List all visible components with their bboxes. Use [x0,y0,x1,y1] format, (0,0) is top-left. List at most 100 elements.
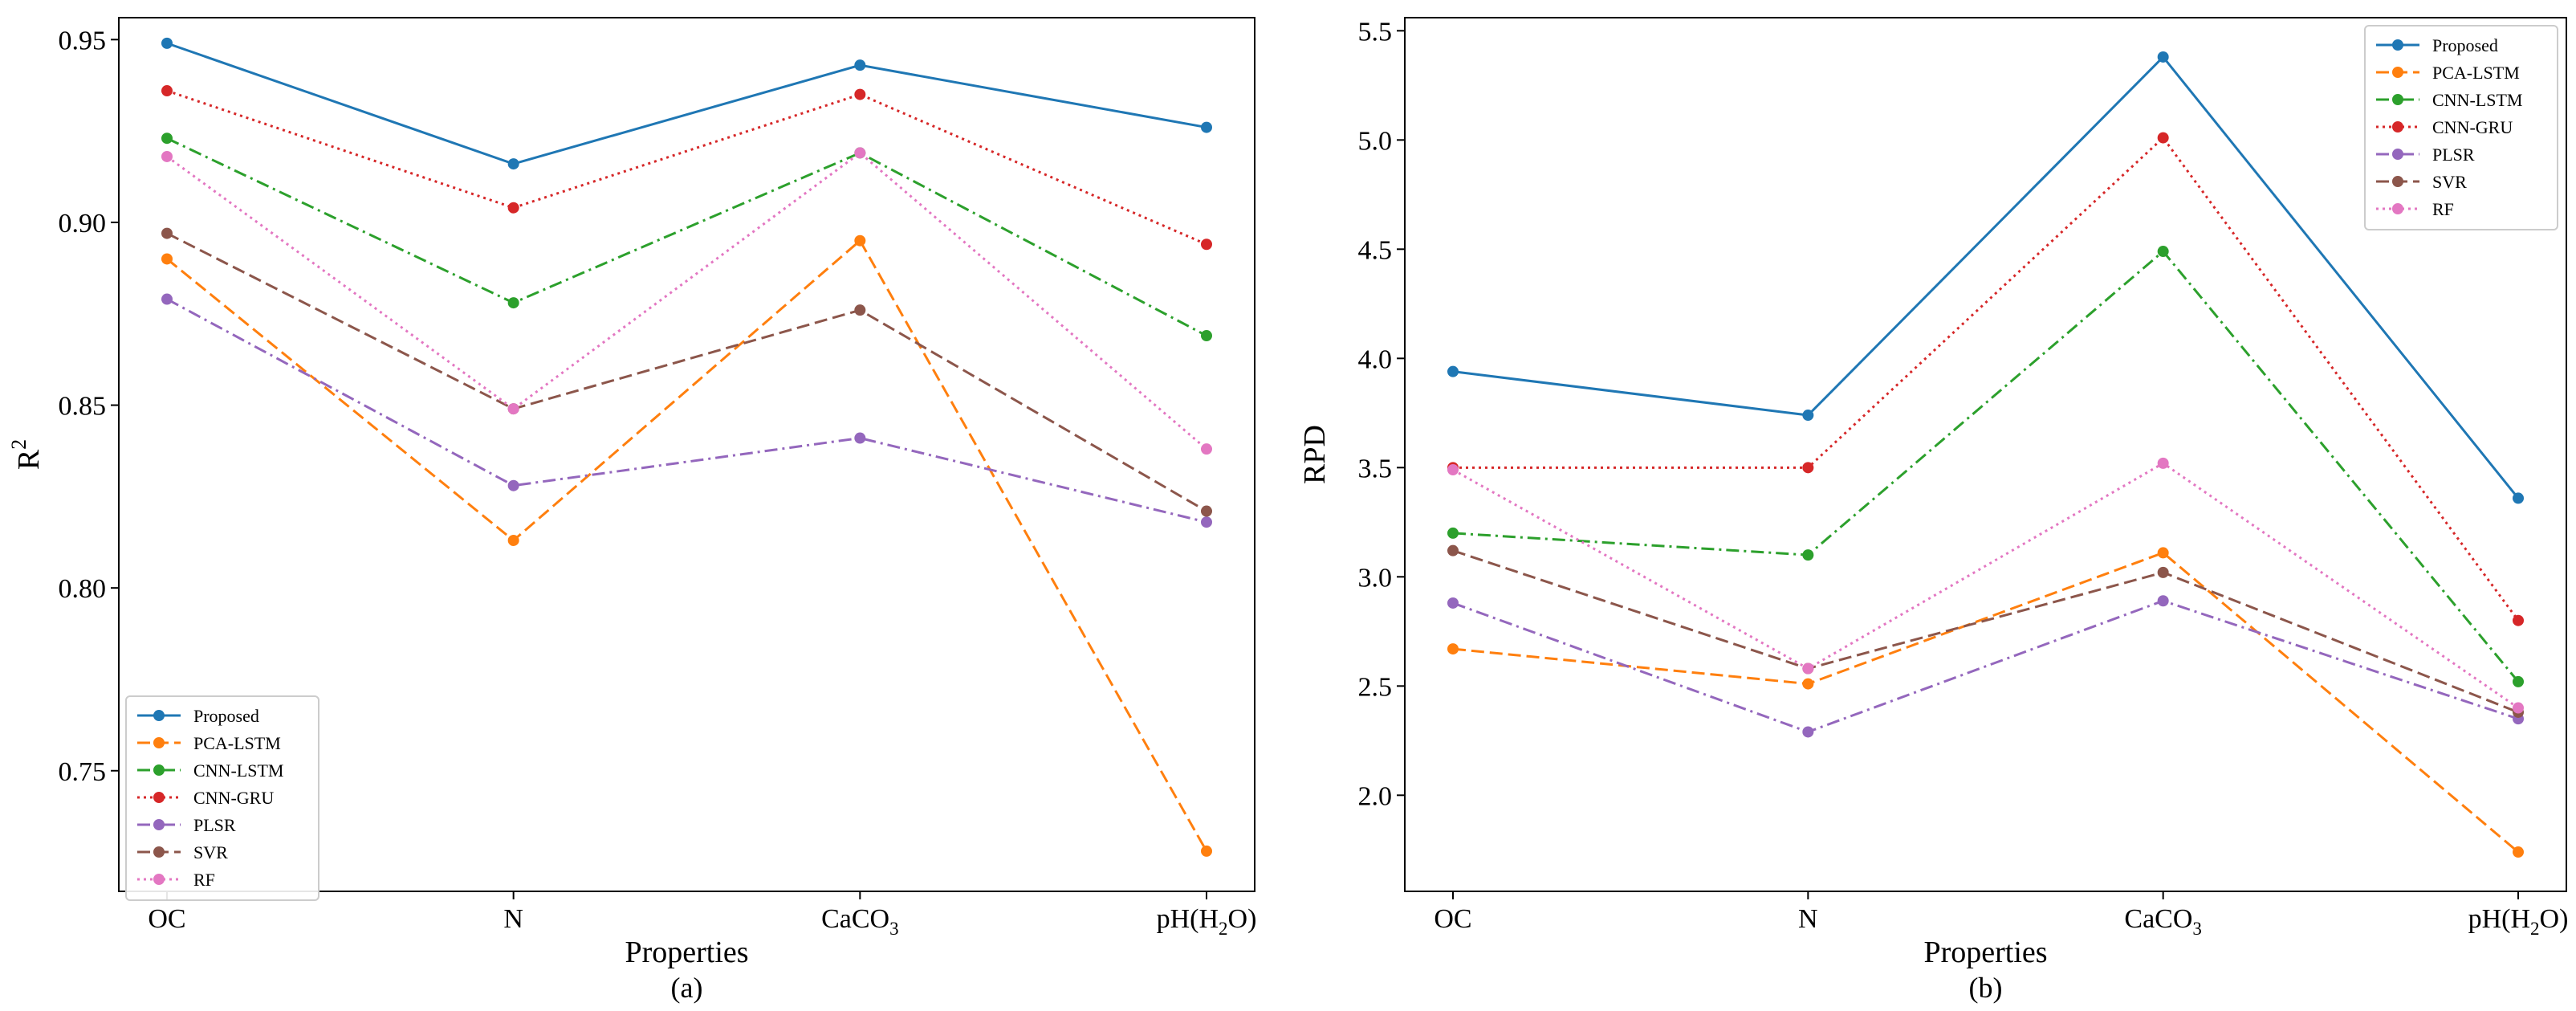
series-line [1452,462,2519,709]
data-point [161,37,173,49]
y-axis-label: R2 [7,439,46,470]
x-tick-label-base: CaCO [2124,904,2192,934]
data-point [2157,547,2169,559]
data-point [854,88,866,100]
panel-label: (a) [671,972,703,1004]
series-line [166,151,1207,450]
plot-frame [1404,17,2567,892]
plot-frame [118,17,1255,892]
series-line [1453,136,2520,622]
legend-label: RF [193,870,215,890]
x-tick-label-base: OC [148,904,185,934]
series-line [166,238,1208,852]
x-tick-label: N [503,904,523,934]
data-point [161,227,173,239]
y-axis-label-base: RPD [1298,425,1332,484]
series-rf [161,147,1212,455]
legend-marker [2392,121,2403,132]
y-axis-label-base: R [12,449,46,470]
legend-label: RF [2432,199,2454,219]
series-line [166,137,1207,337]
y-tick-label: 4.0 [1358,344,1393,374]
legend-marker [2392,39,2403,51]
x-tick-label-tail: O) [2540,904,2569,934]
data-point [2157,51,2169,63]
data-point [1802,678,1814,690]
legend-marker [2392,94,2403,105]
legend-label: CNN-LSTM [193,760,283,781]
data-point [507,158,519,170]
series-line [166,298,1207,524]
data-point [507,403,519,415]
data-point [2157,566,2169,578]
x-tick-label-sub: 2 [1219,919,1228,939]
data-point [2157,595,2169,607]
legend-marker [2392,67,2403,78]
data-point [2157,132,2169,144]
legend-marker [153,792,165,803]
x-tick-label-tail: O) [1228,904,1257,934]
data-point [161,85,173,97]
data-point [1802,662,1814,675]
series-line [166,89,1207,246]
series-pca-lstm [1447,547,2524,858]
data-point [1447,597,1459,609]
series-svr [1447,544,2524,718]
y-tick-label: 3.5 [1358,454,1393,483]
x-tick-label-sub: 3 [889,919,899,939]
legend-label: PLSR [193,815,236,835]
legend-label: PLSR [2432,145,2475,165]
series-proposed [1447,51,2524,504]
series-line [166,42,1207,165]
legend-marker [2392,149,2403,160]
data-point [1201,330,1212,342]
legend-label: CNN-GRU [193,788,274,808]
x-tick-label: CaCO3 [821,904,899,939]
legend-marker [2392,203,2403,214]
y-tick-label: 0.85 [59,392,107,422]
y-tick-label: 3.0 [1358,563,1393,593]
data-point [507,479,519,491]
series-cnn-lstm [1447,246,2524,687]
data-point [2157,457,2169,469]
x-tick-label-base: CaCO [821,904,889,934]
legend-marker [153,874,165,885]
data-point [161,253,173,265]
x-tick-label: pH(H2O) [1157,904,1257,939]
data-point [2513,492,2524,504]
legend-label: SVR [2432,172,2467,192]
legend-label: CNN-LSTM [2432,90,2522,110]
legend-label: CNN-GRU [2432,117,2513,137]
data-point [854,147,866,159]
legend-label: SVR [193,842,228,862]
x-tick-label-sub: 3 [2192,919,2202,939]
x-tick-label-base: pH(H [1157,904,1219,934]
x-tick-label: CaCO3 [2124,904,2202,939]
data-point [507,297,519,309]
data-point [854,59,866,71]
data-point [1201,121,1212,133]
data-point [2513,846,2524,858]
data-point [1802,549,1814,561]
y-axis-label: RPD [1298,425,1332,484]
series-cnn-gru [161,85,1212,251]
data-point [507,534,519,546]
y-tick-label: 0.75 [59,757,107,787]
data-point [2513,614,2524,626]
data-point [854,304,866,316]
chart-panel-b: 2.0 2.5 3.0 3.5 4.0 4.5 5.0 5.5 OC N CaCO3 pH(H2O) P… [1298,17,2568,1004]
data-point [1802,462,1814,474]
y-tick-label: 2.5 [1358,672,1393,702]
series-line [1452,55,2520,499]
data-point [1447,643,1459,655]
data-point [1201,845,1212,857]
y-tick-label: 0.90 [59,209,107,238]
y-tick-label: 5.5 [1358,17,1393,47]
data-point [1447,464,1459,476]
data-point [1802,726,1814,738]
x-tick-label-base: pH(H [2468,904,2530,934]
legend-box [125,695,319,901]
panel-label: (b) [1969,972,2003,1004]
series-proposed [161,37,1212,170]
data-point [1802,410,1814,422]
